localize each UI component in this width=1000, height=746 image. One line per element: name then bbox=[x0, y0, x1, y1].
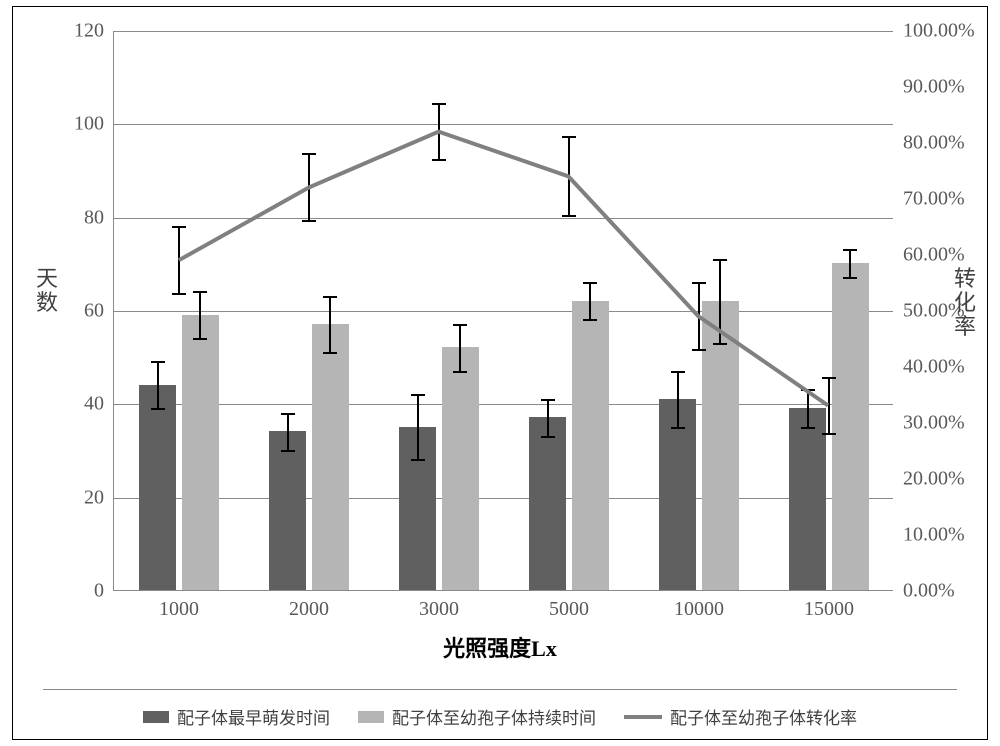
xtick: 1000 bbox=[159, 590, 199, 621]
ytick-left: 0 bbox=[94, 580, 114, 603]
ytick-right: 100.00% bbox=[893, 20, 975, 43]
xtick: 15000 bbox=[804, 590, 854, 621]
x-axis-label: 光照强度Lx bbox=[13, 631, 987, 663]
legend-label: 配子体至幼孢子体转化率 bbox=[670, 704, 857, 729]
ytick-right: 40.00% bbox=[893, 356, 965, 379]
xtick: 3000 bbox=[419, 590, 459, 621]
line-series bbox=[114, 31, 893, 590]
legend-label: 配子体至幼孢子体持续时间 bbox=[392, 704, 596, 729]
ytick-left: 40 bbox=[84, 393, 114, 416]
xtick: 5000 bbox=[549, 590, 589, 621]
y-axis-left-label: 天数 bbox=[35, 267, 59, 315]
ytick-right: 20.00% bbox=[893, 468, 965, 491]
ytick-right: 90.00% bbox=[893, 76, 965, 99]
ytick-left: 100 bbox=[74, 113, 114, 136]
ytick-left: 20 bbox=[84, 486, 114, 509]
legend-swatch bbox=[358, 711, 384, 723]
y-axis-right-label: 转化率 bbox=[953, 267, 977, 340]
legend-swatch bbox=[624, 715, 662, 719]
ytick-right: 60.00% bbox=[893, 244, 965, 267]
legend-item-bar2: 配子体至幼孢子体持续时间 bbox=[358, 704, 596, 729]
ytick-left: 80 bbox=[84, 206, 114, 229]
ytick-right: 30.00% bbox=[893, 412, 965, 435]
ytick-left: 60 bbox=[84, 300, 114, 323]
ytick-left: 120 bbox=[74, 20, 114, 43]
legend-swatch bbox=[143, 711, 169, 723]
ytick-right: 80.00% bbox=[893, 132, 965, 155]
ytick-right: 70.00% bbox=[893, 188, 965, 211]
legend: 配子体最早萌发时间 配子体至幼孢子体持续时间 配子体至幼孢子体转化率 bbox=[43, 689, 957, 729]
ytick-right: 10.00% bbox=[893, 524, 965, 547]
chart-frame: 0 20 40 60 80 100 120 0.00% 10.00% 20.00% 30.00% 40… bbox=[12, 6, 988, 740]
ytick-right: 0.00% bbox=[893, 580, 955, 603]
legend-item-bar1: 配子体最早萌发时间 bbox=[143, 704, 330, 729]
xtick: 10000 bbox=[674, 590, 724, 621]
legend-label: 配子体最早萌发时间 bbox=[177, 704, 330, 729]
legend-item-line: 配子体至幼孢子体转化率 bbox=[624, 704, 857, 729]
xtick: 2000 bbox=[289, 590, 329, 621]
plot-area: 0204060801001200.00%10.00%20.00%30.00%40… bbox=[113, 31, 893, 591]
